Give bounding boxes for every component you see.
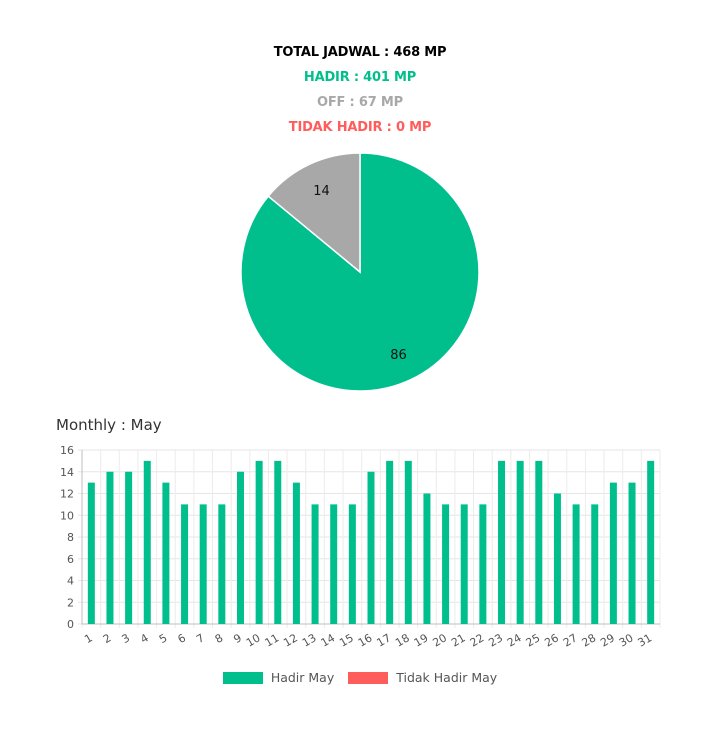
y-tick-label: 14 <box>60 466 74 479</box>
bar-hadir[interactable] <box>629 483 636 624</box>
x-tick-label: 8 <box>213 631 226 646</box>
bar-hadir[interactable] <box>144 461 151 624</box>
bar-hadir[interactable] <box>349 504 356 624</box>
y-tick-label: 4 <box>67 575 74 588</box>
bar-hadir[interactable] <box>647 461 654 624</box>
attendance-pie-chart: 86 14 <box>240 152 480 392</box>
x-tick-label: 14 <box>319 631 338 649</box>
bar-hadir[interactable] <box>200 504 207 624</box>
x-tick-label: 9 <box>231 631 244 646</box>
x-tick-label: 5 <box>157 631 170 646</box>
bar-hadir[interactable] <box>461 504 468 624</box>
x-tick-label: 17 <box>375 631 394 649</box>
summary-block: TOTAL JADWAL : 468 MP HADIR : 401 MP OFF… <box>0 40 720 140</box>
x-tick-label: 24 <box>505 631 524 649</box>
x-tick-label: 6 <box>175 631 188 646</box>
bar-hadir[interactable] <box>591 504 598 624</box>
bar-hadir[interactable] <box>442 504 449 624</box>
y-tick-label: 12 <box>60 488 74 501</box>
bar-hadir[interactable] <box>125 472 132 624</box>
bar-hadir[interactable] <box>181 504 188 624</box>
bar-hadir[interactable] <box>274 461 281 624</box>
bar-hadir[interactable] <box>88 483 95 624</box>
x-tick-label: 13 <box>300 631 319 649</box>
pie-slice-label: 86 <box>390 348 407 363</box>
x-tick-label: 11 <box>263 631 282 649</box>
x-tick-label: 26 <box>542 631 561 649</box>
legend-item-hadir[interactable]: Hadir May <box>223 670 334 685</box>
x-tick-label: 18 <box>393 631 412 649</box>
x-tick-label: 31 <box>636 631 655 649</box>
tidak-hadir-label: TIDAK HADIR : 0 MP <box>0 115 720 140</box>
legend-swatch-hadir <box>223 672 263 684</box>
x-tick-label: 15 <box>337 631 356 649</box>
x-tick-label: 2 <box>101 631 114 646</box>
bar-hadir[interactable] <box>237 472 244 624</box>
x-tick-label: 1 <box>82 631 95 646</box>
bar-hadir[interactable] <box>517 461 524 624</box>
bar-hadir[interactable] <box>256 461 263 624</box>
x-tick-label: 30 <box>617 631 636 649</box>
x-tick-label: 22 <box>468 631 487 649</box>
bar-hadir[interactable] <box>535 461 542 624</box>
bar-hadir[interactable] <box>386 461 393 624</box>
legend-item-tidak-hadir[interactable]: Tidak Hadir May <box>348 670 497 685</box>
y-tick-label: 2 <box>67 596 74 609</box>
x-tick-label: 25 <box>524 631 543 649</box>
legend-label-hadir: Hadir May <box>271 670 334 685</box>
bar-hadir[interactable] <box>423 494 430 625</box>
bar-hadir[interactable] <box>368 472 375 624</box>
bar-hadir[interactable] <box>293 483 300 624</box>
x-tick-label: 7 <box>194 631 207 646</box>
x-tick-label: 29 <box>598 631 617 649</box>
pie-slice-label: 14 <box>313 184 330 199</box>
x-tick-label: 4 <box>138 631 151 646</box>
x-tick-label: 12 <box>281 631 300 649</box>
y-tick-label: 0 <box>67 618 74 631</box>
x-tick-label: 27 <box>561 631 580 649</box>
y-tick-label: 10 <box>60 509 74 522</box>
x-tick-label: 28 <box>580 631 599 649</box>
x-tick-label: 19 <box>412 631 431 649</box>
y-tick-label: 6 <box>67 553 74 566</box>
bar-hadir[interactable] <box>610 483 617 624</box>
x-tick-label: 21 <box>449 631 468 649</box>
monthly-title: Monthly : May <box>56 416 162 434</box>
x-tick-label: 20 <box>430 631 449 649</box>
hadir-label: HADIR : 401 MP <box>0 65 720 90</box>
x-tick-label: 10 <box>244 631 263 649</box>
legend-swatch-tidak-hadir <box>348 672 388 684</box>
bar-hadir[interactable] <box>405 461 412 624</box>
bar-hadir[interactable] <box>479 504 486 624</box>
bar-hadir[interactable] <box>218 504 225 624</box>
bar-hadir[interactable] <box>330 504 337 624</box>
y-tick-label: 16 <box>60 444 74 457</box>
bar-hadir[interactable] <box>312 504 319 624</box>
bar-hadir[interactable] <box>162 483 169 624</box>
legend-label-tidak-hadir: Tidak Hadir May <box>396 670 497 685</box>
x-tick-label: 3 <box>120 631 133 646</box>
bar-hadir[interactable] <box>554 494 561 625</box>
x-tick-label: 23 <box>486 631 505 649</box>
x-tick-label: 16 <box>356 631 375 649</box>
bar-hadir[interactable] <box>498 461 505 624</box>
chart-legend: Hadir May Tidak Hadir May <box>0 670 720 685</box>
bar-hadir[interactable] <box>573 504 580 624</box>
bar-hadir[interactable] <box>106 472 113 624</box>
total-jadwal-label: TOTAL JADWAL : 468 MP <box>0 40 720 65</box>
off-label: OFF : 67 MP <box>0 90 720 115</box>
y-tick-label: 8 <box>67 531 74 544</box>
